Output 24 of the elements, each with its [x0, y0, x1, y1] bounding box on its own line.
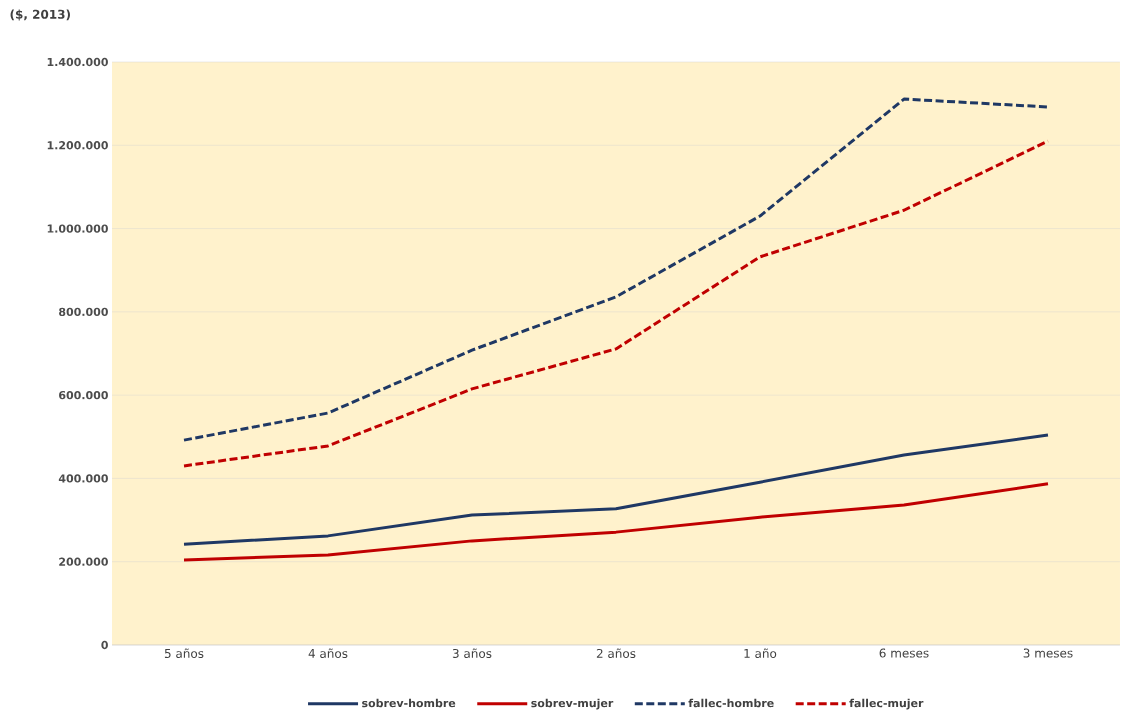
y-axis-title: ($, 2013): [10, 9, 70, 21]
x-tick-label: 6 meses: [879, 648, 929, 658]
x-tick-label: 3 meses: [1023, 648, 1073, 658]
y-tick-label: 800.000: [59, 307, 108, 317]
legend-label: fallec-mujer: [849, 698, 924, 710]
x-tick-label: 3 años: [452, 648, 492, 659]
x-tick-label: 5 años: [164, 648, 204, 659]
y-tick-label: 0: [101, 640, 108, 650]
line-series: [182, 139, 1050, 468]
y-tick-label: 600.000: [59, 390, 108, 400]
x-tick-label: 1 año: [744, 648, 777, 659]
y-tick-label: 200.000: [59, 557, 108, 566]
y-tick-label: 1.200.000: [47, 141, 108, 150]
x-tick-label: 2 años: [596, 648, 636, 659]
legend-label: sobrev-mujer: [531, 698, 614, 710]
legend-label: fallec-hombre: [688, 698, 774, 708]
y-tick-label: 400.000: [58, 474, 108, 483]
line-series: [182, 97, 1050, 442]
x-tick-label: 4 años: [308, 648, 348, 659]
line-series: [182, 482, 1050, 562]
y-tick-label: 1.000.000: [47, 224, 108, 233]
legend-label: sobrev-hombre: [362, 698, 456, 708]
y-tick-label: 1.400.000: [47, 57, 108, 67]
line-series: [182, 433, 1050, 546]
